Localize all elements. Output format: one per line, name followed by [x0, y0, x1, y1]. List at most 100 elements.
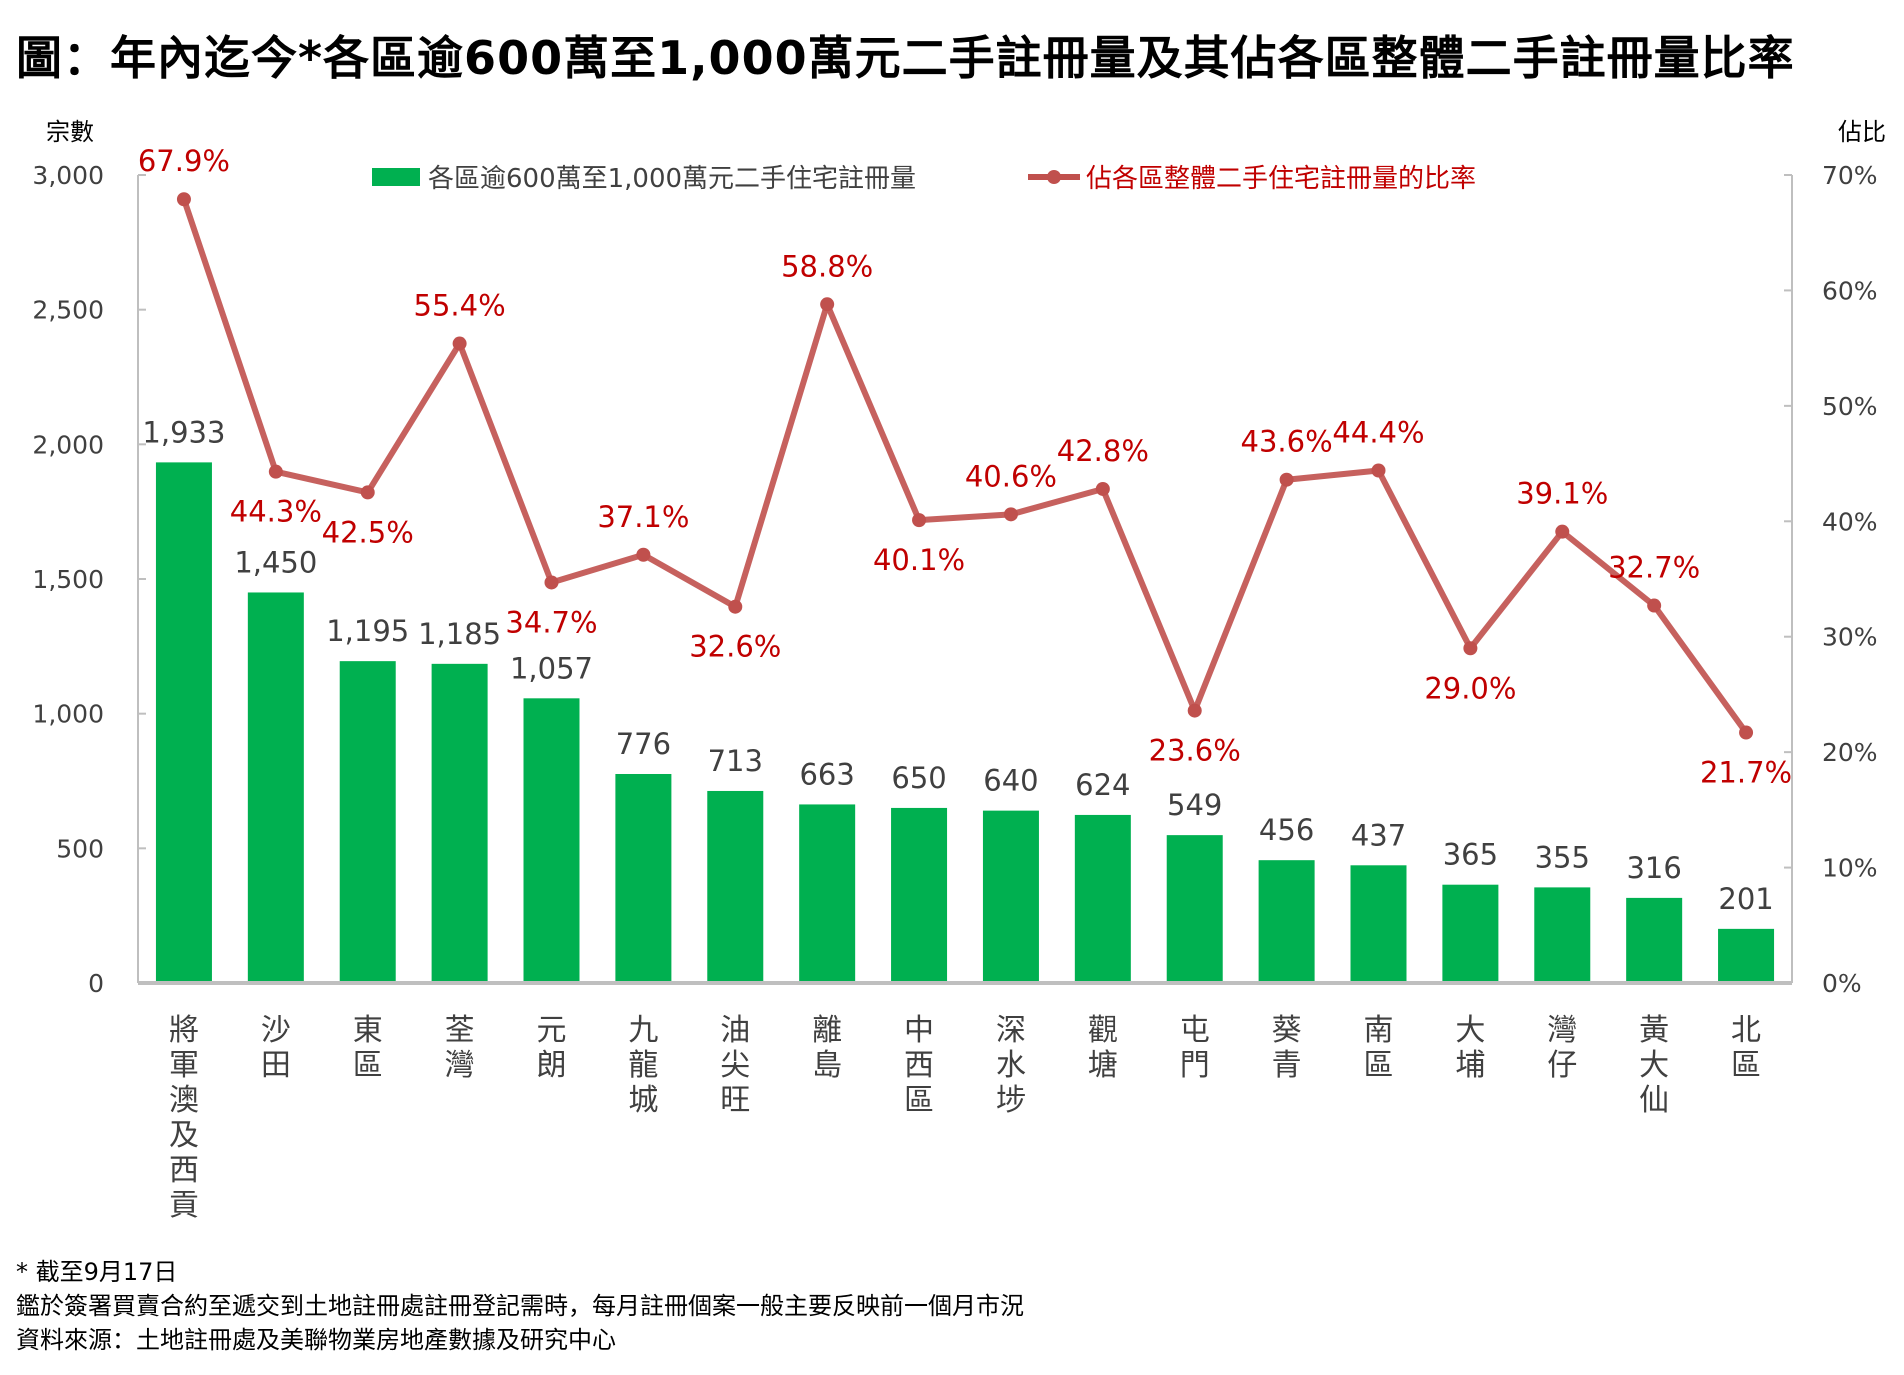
bar-1	[247, 592, 304, 983]
ratio-point-15	[1555, 524, 1570, 539]
right-axis-tick-label: 60%	[1822, 276, 1878, 305]
left-axis-tick-label: 1,000	[32, 700, 104, 729]
ratio-point-4	[544, 575, 559, 590]
left-axis-title: 宗數	[46, 118, 94, 146]
bar-5	[615, 773, 672, 983]
bar-value-label: 1,057	[510, 651, 593, 685]
left-axis-tick-label: 500	[56, 834, 104, 863]
bar-value-label: 1,195	[326, 614, 409, 648]
bar-value-label: 776	[616, 727, 671, 761]
bar-10	[1074, 814, 1131, 983]
bar-4	[523, 698, 580, 983]
left-axis-tick-label: 2,000	[32, 430, 104, 459]
right-axis-tick-label: 50%	[1822, 392, 1878, 421]
ratio-value-label: 40.6%	[965, 459, 1057, 493]
category-label: 北區	[1731, 1013, 1761, 1083]
ratio-point-14	[1463, 641, 1478, 656]
category-label: 觀塘	[1088, 1013, 1118, 1083]
footer-note: * 截至9月17日	[16, 1258, 178, 1286]
combo-chart: 0 500 1,000 1,500 2,000 2,500 3,000 0% 10% 20% 30%…	[32, 144, 1878, 1223]
ratio-point-9	[1003, 507, 1018, 522]
bar-7	[799, 804, 856, 983]
category-label: 深水埗	[996, 1013, 1026, 1118]
legend-bar-label: 各區逾600萬至1,000萬元二手住宅註冊量	[428, 164, 916, 194]
bar-6	[707, 790, 764, 983]
category-label: 油尖旺	[720, 1013, 750, 1118]
ratio-point-11	[1187, 703, 1202, 718]
category-label: 黃大仙	[1639, 1013, 1669, 1118]
ratio-point-10	[1095, 481, 1110, 496]
bar-14	[1442, 884, 1499, 983]
ratio-value-label: 44.4%	[1332, 415, 1424, 449]
bar-value-label: 640	[983, 764, 1038, 798]
ratio-value-label: 43.6%	[1241, 425, 1333, 459]
category-label: 元朗	[537, 1013, 567, 1083]
bar-value-label: 1,450	[234, 545, 317, 579]
right-axis-tick-label: 10%	[1822, 854, 1878, 883]
category-label: 灣仔	[1547, 1013, 1577, 1083]
category-label: 葵青	[1272, 1013, 1302, 1083]
ratio-value-label: 39.1%	[1516, 477, 1608, 511]
bar-value-label: 624	[1075, 768, 1130, 802]
footer-source: 資料來源：土地註冊處及美聯物業房地產數據及研究中心	[16, 1326, 616, 1354]
ratio-point-3	[452, 336, 467, 351]
bar-8	[891, 807, 948, 983]
ratio-point-1	[268, 464, 283, 479]
ratio-value-label: 44.3%	[230, 495, 322, 529]
chart-title: 圖：年內迄今*各區逾600萬至1,000萬元二手註冊量及其佔各區整體二手註冊量比…	[16, 31, 1795, 85]
ratio-point-13	[1371, 463, 1386, 478]
ratio-point-12	[1279, 472, 1294, 487]
ratio-value-label: 23.6%	[1149, 734, 1241, 768]
bar-value-label: 201	[1718, 882, 1773, 916]
bar-value-label: 549	[1167, 788, 1222, 822]
bar-15	[1534, 887, 1591, 983]
ratio-value-label: 42.5%	[322, 515, 414, 549]
bar-value-label: 355	[1535, 840, 1590, 874]
bar-value-label: 365	[1443, 838, 1498, 872]
ratio-value-label: 37.1%	[597, 500, 689, 534]
right-axis-tick-label: 30%	[1822, 623, 1878, 652]
bar-17	[1718, 928, 1775, 983]
bar-0	[155, 462, 212, 983]
bar-value-label: 1,933	[142, 415, 225, 449]
bar-value-label: 437	[1351, 818, 1406, 852]
category-label: 大埔	[1455, 1013, 1485, 1083]
ratio-point-5	[636, 547, 651, 562]
legend-line-marker	[1047, 170, 1061, 184]
ratio-point-0	[176, 192, 191, 207]
category-label: 九龍城	[628, 1013, 658, 1118]
bar-value-label: 650	[891, 761, 946, 795]
bar-9	[982, 810, 1039, 983]
ratio-value-label: 40.1%	[873, 543, 965, 577]
bar-value-label: 316	[1626, 851, 1681, 885]
ratio-value-label: 32.7%	[1608, 551, 1700, 585]
ratio-point-16	[1647, 598, 1662, 613]
bar-16	[1626, 897, 1683, 983]
bar-3	[431, 663, 488, 983]
left-axis-tick-label: 1,500	[32, 565, 104, 594]
bar-13	[1350, 865, 1407, 983]
right-axis-tick-label: 70%	[1822, 161, 1878, 190]
ratio-value-label: 67.9%	[138, 144, 230, 178]
ratio-value-label: 32.6%	[689, 630, 781, 664]
category-label: 屯門	[1180, 1013, 1210, 1083]
ratio-value-label: 34.7%	[505, 605, 597, 639]
right-axis-tick-label: 40%	[1822, 507, 1878, 536]
bar-value-label: 456	[1259, 813, 1314, 847]
category-label: 東區	[353, 1013, 383, 1083]
left-axis-tick-label: 3,000	[32, 161, 104, 190]
bar-value-label: 1,185	[418, 617, 501, 651]
ratio-point-17	[1739, 725, 1754, 740]
ratio-point-6	[728, 599, 743, 614]
category-label: 將軍澳及西貢	[169, 1013, 199, 1223]
bar-12	[1258, 860, 1315, 983]
footer-disclaimer: 鑑於簽署買賣合約至遞交到土地註冊處註冊登記需時，每月註冊個案一般主要反映前一個月…	[16, 1292, 1024, 1320]
left-axis-tick-label: 0	[88, 969, 104, 998]
bar-value-label: 663	[799, 757, 854, 791]
category-label: 荃灣	[445, 1013, 475, 1083]
ratio-value-label: 29.0%	[1424, 671, 1516, 705]
ratio-value-label: 21.7%	[1700, 756, 1792, 790]
category-label: 離島	[812, 1013, 842, 1083]
ratio-value-label: 58.8%	[781, 249, 873, 283]
ratio-value-label: 55.4%	[414, 289, 506, 323]
